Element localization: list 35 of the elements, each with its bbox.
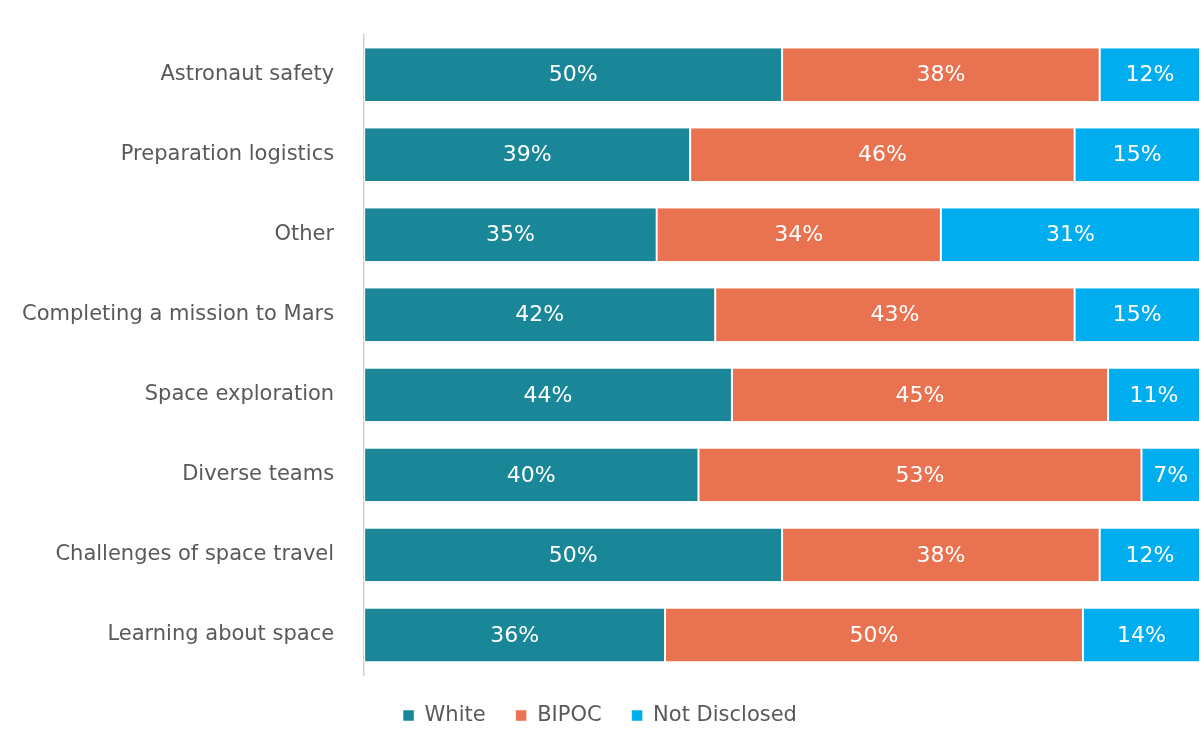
data-label: 11% — [1129, 381, 1179, 407]
data-label: 50% — [849, 621, 899, 647]
data-label: 46% — [857, 141, 907, 167]
legend-label: BIPOC — [537, 701, 602, 726]
data-label: 43% — [870, 301, 920, 327]
data-label: 44% — [523, 381, 573, 407]
data-label: 34% — [774, 221, 824, 247]
data-label: 14% — [1117, 621, 1166, 647]
data-label: 45% — [895, 381, 945, 407]
data-label: 35% — [485, 221, 535, 247]
data-label: 38% — [916, 61, 966, 87]
legend-label: White — [424, 701, 486, 726]
y-tick-label: Challenges of space travel — [55, 541, 335, 566]
y-tick-label: Learning about space — [107, 621, 335, 646]
data-label: 15% — [1112, 141, 1162, 167]
data-label: 31% — [1045, 221, 1095, 247]
data-label: 42% — [515, 301, 565, 327]
y-tick-label: Astronaut safety — [160, 61, 335, 86]
legend-label: Not Disclosed — [653, 701, 797, 726]
data-label: 39% — [502, 141, 552, 167]
y-tick-label: Diverse teams — [182, 461, 335, 486]
data-label: 40% — [506, 461, 556, 487]
y-tick-label: Completing a mission to Mars — [22, 301, 335, 326]
y-tick-label: Preparation logistics — [120, 141, 335, 166]
data-label: 50% — [548, 61, 598, 87]
data-label: 36% — [490, 621, 540, 647]
data-label: 12% — [1125, 61, 1175, 87]
data-label: 15% — [1112, 301, 1162, 327]
data-label: 53% — [895, 461, 945, 487]
y-tick-label: Other — [274, 221, 335, 246]
data-label: 50% — [548, 541, 598, 567]
data-label: 7% — [1153, 461, 1189, 487]
data-label: 38% — [916, 541, 966, 567]
y-tick-label: Space exploration — [144, 381, 335, 406]
data-label: 12% — [1125, 541, 1175, 567]
